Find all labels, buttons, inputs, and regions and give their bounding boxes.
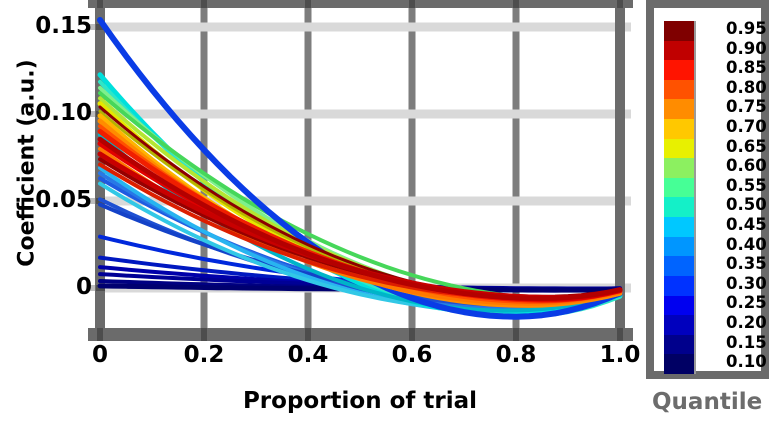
- colorbar-segment: [664, 217, 694, 237]
- colorbar-tick-label: 0.20: [726, 312, 767, 332]
- axis-frame-right: [615, 0, 625, 341]
- x-tick-mark: [409, 0, 415, 8]
- x-tick-mark: [201, 328, 207, 341]
- colorbar-strip: [664, 21, 696, 374]
- y-tick-label: 0: [75, 274, 92, 300]
- x-tick-mark: [201, 0, 207, 8]
- y-tick-label: 0.05: [35, 187, 92, 213]
- vertical-gridline: [200, 8, 208, 328]
- y-tick-mark-outer: [88, 24, 95, 30]
- colorbar-tick-label: 0.45: [726, 214, 767, 234]
- colorbar-tick-labels: 0.95 0.90 0.85 0.80 0.75 0.70 0.65 0.60 0.55 0.50…: [726, 19, 767, 372]
- colorbar-tick-label: 0.60: [726, 156, 767, 176]
- x-tick-mark: [97, 0, 103, 8]
- colorbar-box: 0.95 0.90 0.85 0.80 0.75 0.70 0.65 0.60 0.55 0.50…: [646, 0, 769, 379]
- y-axis-tick-labels: 0 0.05 0.10 0.15: [34, 0, 92, 421]
- colorbar-segment: [664, 79, 694, 100]
- y-tick-label: 0.10: [35, 100, 92, 126]
- curve-firebrick: [97, 136, 623, 301]
- x-tick-label: 0.4: [287, 342, 329, 368]
- x-tick-mark: [617, 328, 623, 341]
- colorbar-tick-label: 0.10: [726, 352, 767, 372]
- colorbar-tick-label: 0.25: [726, 293, 767, 313]
- y-tick-label: 0.15: [35, 13, 92, 39]
- y-tick-mark: [96, 24, 105, 30]
- y-tick-mark-outer: [88, 285, 95, 291]
- colorbar-tick-label: 0.80: [726, 77, 767, 97]
- axis-frame-bottom: [88, 328, 633, 341]
- axis-frame-top: [88, 0, 633, 8]
- x-tick-mark: [513, 328, 519, 341]
- horizontal-gridline: [95, 22, 631, 32]
- colorbar-segment: [664, 295, 694, 316]
- colorbar-tick-label: 0.85: [726, 58, 767, 78]
- colorbar-segment: [664, 99, 694, 120]
- x-tick-mark: [617, 0, 623, 8]
- colorbar-segment: [664, 60, 694, 80]
- colorbar-tick-label: 0.95: [726, 19, 767, 38]
- y-tick-mark-outer: [88, 198, 95, 204]
- colorbar-segment: [664, 119, 694, 139]
- vertical-gridline: [408, 8, 416, 328]
- colorbar-segment: [664, 21, 694, 41]
- x-tick-mark: [305, 0, 311, 8]
- x-tick-label: 0.8: [495, 342, 537, 368]
- x-tick-mark: [97, 328, 103, 341]
- horizontal-gridline: [95, 196, 631, 206]
- x-axis-label: Proportion of trial: [242, 388, 478, 414]
- x-tick-label: 0.6: [391, 342, 433, 368]
- colorbar-tick-label: 0.75: [726, 97, 767, 117]
- x-tick-label: 0.2: [183, 342, 225, 368]
- vertical-gridline: [512, 8, 520, 328]
- colorbar-tick-label: 0.30: [726, 273, 767, 293]
- colorbar-tick-label: 0.40: [726, 234, 767, 254]
- colorbar-segment: [664, 138, 694, 159]
- colorbar-tick-label: 0.70: [726, 116, 767, 136]
- colorbar-segment: [664, 236, 694, 257]
- axis-frame-left: [95, 0, 105, 341]
- x-tick-label: 0: [91, 342, 109, 368]
- x-tick-mark: [305, 328, 311, 341]
- x-tick-mark: [513, 0, 519, 8]
- horizontal-gridline: [95, 109, 631, 119]
- colorbar-tick-label: 0.65: [726, 136, 767, 156]
- colorbar-segment: [664, 40, 694, 61]
- y-axis-label: Coefficient (a.u.): [14, 59, 40, 267]
- y-tick-mark-outer: [88, 111, 95, 117]
- colorbar-title: Quantile: [652, 389, 763, 415]
- colorbar-segment: [664, 354, 694, 374]
- vertical-gridline: [304, 8, 312, 328]
- colorbar-tick-label: 0.90: [726, 38, 767, 58]
- colorbar-segment: [664, 334, 694, 355]
- colorbar-segment: [664, 256, 694, 276]
- colorbar-segment: [664, 177, 694, 198]
- colorbar-segment: [664, 275, 694, 296]
- colorbar-segment: [664, 315, 694, 335]
- colorbar-tick-label: 0.55: [726, 175, 767, 195]
- colorbar-segment: [664, 197, 694, 218]
- colorbar-tick-label: 0.35: [726, 254, 767, 274]
- colorbar-segment: [664, 158, 694, 178]
- colorbar-tick-label: 0.50: [726, 195, 767, 215]
- colorbar-tick-label: 0.15: [726, 332, 767, 352]
- x-tick-label: 1.0: [599, 342, 641, 368]
- x-tick-mark: [409, 328, 415, 341]
